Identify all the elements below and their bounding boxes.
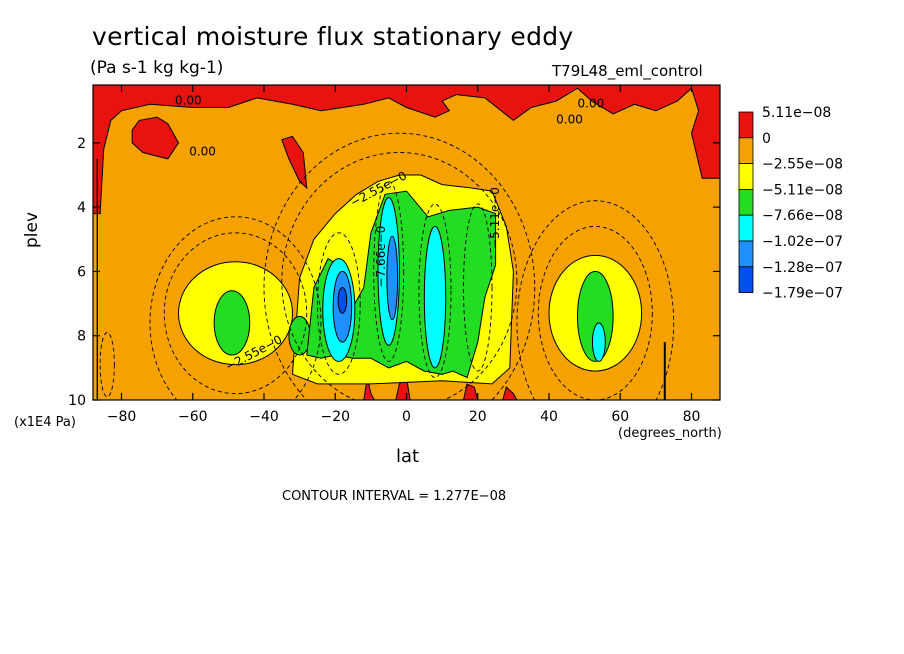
contour-line-5 bbox=[281, 152, 518, 400]
contour-label-6: −5.11e−0 bbox=[488, 187, 502, 249]
y-tick-label-1: 4 bbox=[77, 200, 86, 216]
run-label: T79L48_eml_control bbox=[552, 62, 703, 80]
contour-line-4 bbox=[99, 332, 115, 398]
x-tick-label-6: 40 bbox=[540, 409, 558, 425]
x-tick-label-5: 20 bbox=[469, 409, 487, 425]
contour-label-0: 0.00 bbox=[175, 93, 202, 107]
colorbar-label-7: −1.79e−07 bbox=[762, 286, 843, 302]
contour-fills bbox=[93, 85, 720, 400]
colorbar-label-3: −5.11e−08 bbox=[762, 182, 843, 198]
x-tick-label-1: −60 bbox=[178, 409, 208, 425]
contour-region-10 bbox=[213, 290, 251, 356]
contour-line-6 bbox=[263, 132, 536, 400]
contour-label-1: 0.00 bbox=[189, 145, 216, 159]
contour-region-16 bbox=[423, 225, 447, 369]
contour-region-1 bbox=[131, 116, 180, 160]
contour-line-7 bbox=[316, 232, 361, 375]
colorbar-label-4: −7.66e−08 bbox=[762, 208, 843, 224]
y-tick-label-3: 8 bbox=[77, 329, 86, 345]
x-tick-label-8: 80 bbox=[683, 409, 701, 425]
contour-interval-note: CONTOUR INTERVAL = 1.277E−08 bbox=[282, 489, 507, 504]
contour-lines bbox=[96, 132, 675, 400]
contour-line-0 bbox=[163, 232, 308, 395]
contour-line-9 bbox=[373, 180, 405, 362]
colorbar-swatch-4 bbox=[738, 214, 754, 242]
contour-region-20 bbox=[337, 287, 348, 314]
contour-region-19 bbox=[386, 235, 399, 321]
contour-region-2 bbox=[281, 135, 308, 190]
colorbar-label-0: 5.11e−08 bbox=[762, 105, 831, 121]
colorbar-label-6: −1.28e−07 bbox=[762, 260, 843, 276]
x-tick-label-4: 0 bbox=[402, 409, 411, 425]
contour-line-3 bbox=[516, 200, 675, 400]
x-tick-label-2: −40 bbox=[249, 409, 279, 425]
colorbar-swatch-2 bbox=[738, 163, 754, 190]
colorbar-swatch-0 bbox=[738, 111, 754, 139]
contour-region-5 bbox=[462, 383, 479, 400]
contour-region-0 bbox=[93, 85, 720, 215]
contour-label-3: 0.00 bbox=[578, 97, 605, 111]
contour-region-6 bbox=[502, 386, 518, 400]
colorbar-label-1: 0 bbox=[762, 131, 771, 147]
contour-label-7: −7.66e−0 bbox=[374, 226, 388, 288]
contour-line-10 bbox=[463, 203, 493, 372]
x-axis-unit: (degrees_north) bbox=[618, 426, 722, 441]
y-tick-label-0: 2 bbox=[77, 136, 86, 152]
chart-subtitle-units: (Pa s-1 kg kg-1) bbox=[90, 58, 224, 78]
contour-line-2 bbox=[537, 226, 653, 400]
colorbar-label-5: −1.02e−07 bbox=[762, 234, 843, 250]
colorbar-swatch-6 bbox=[738, 266, 754, 293]
contour-line-8 bbox=[418, 203, 452, 378]
contour-region-17 bbox=[591, 322, 606, 362]
x-axis-label: lat bbox=[396, 446, 420, 467]
colorbar-swatch-3 bbox=[738, 188, 754, 216]
contour-label-2: 0.00 bbox=[556, 113, 583, 127]
x-tick-label-0: −80 bbox=[107, 409, 137, 425]
y-tick-label-2: 6 bbox=[77, 264, 86, 280]
colorbar-swatch-1 bbox=[738, 137, 754, 165]
colorbar-swatch-5 bbox=[738, 240, 754, 268]
y-tick-label-4: 10 bbox=[68, 393, 86, 409]
y-axis-ticks: 2 4 6 8 10 bbox=[68, 136, 720, 409]
colorbar-legend: 5.11e−08 0 −2.55e−08 −5.11e−08 −7.66e−08 −1.0… bbox=[738, 105, 843, 302]
x-axis-ticks: −80 −60 −40 −20 0 20 40 60 80 bbox=[107, 85, 701, 425]
y-axis-unit: (x1E4 Pa) bbox=[14, 415, 76, 430]
x-tick-label-3: −20 bbox=[320, 409, 350, 425]
chart-title: vertical moisture flux stationary eddy bbox=[92, 22, 574, 51]
colorbar-label-2: −2.55e−08 bbox=[762, 157, 843, 173]
contour-line-1 bbox=[149, 216, 322, 400]
x-tick-label-7: 60 bbox=[611, 409, 629, 425]
